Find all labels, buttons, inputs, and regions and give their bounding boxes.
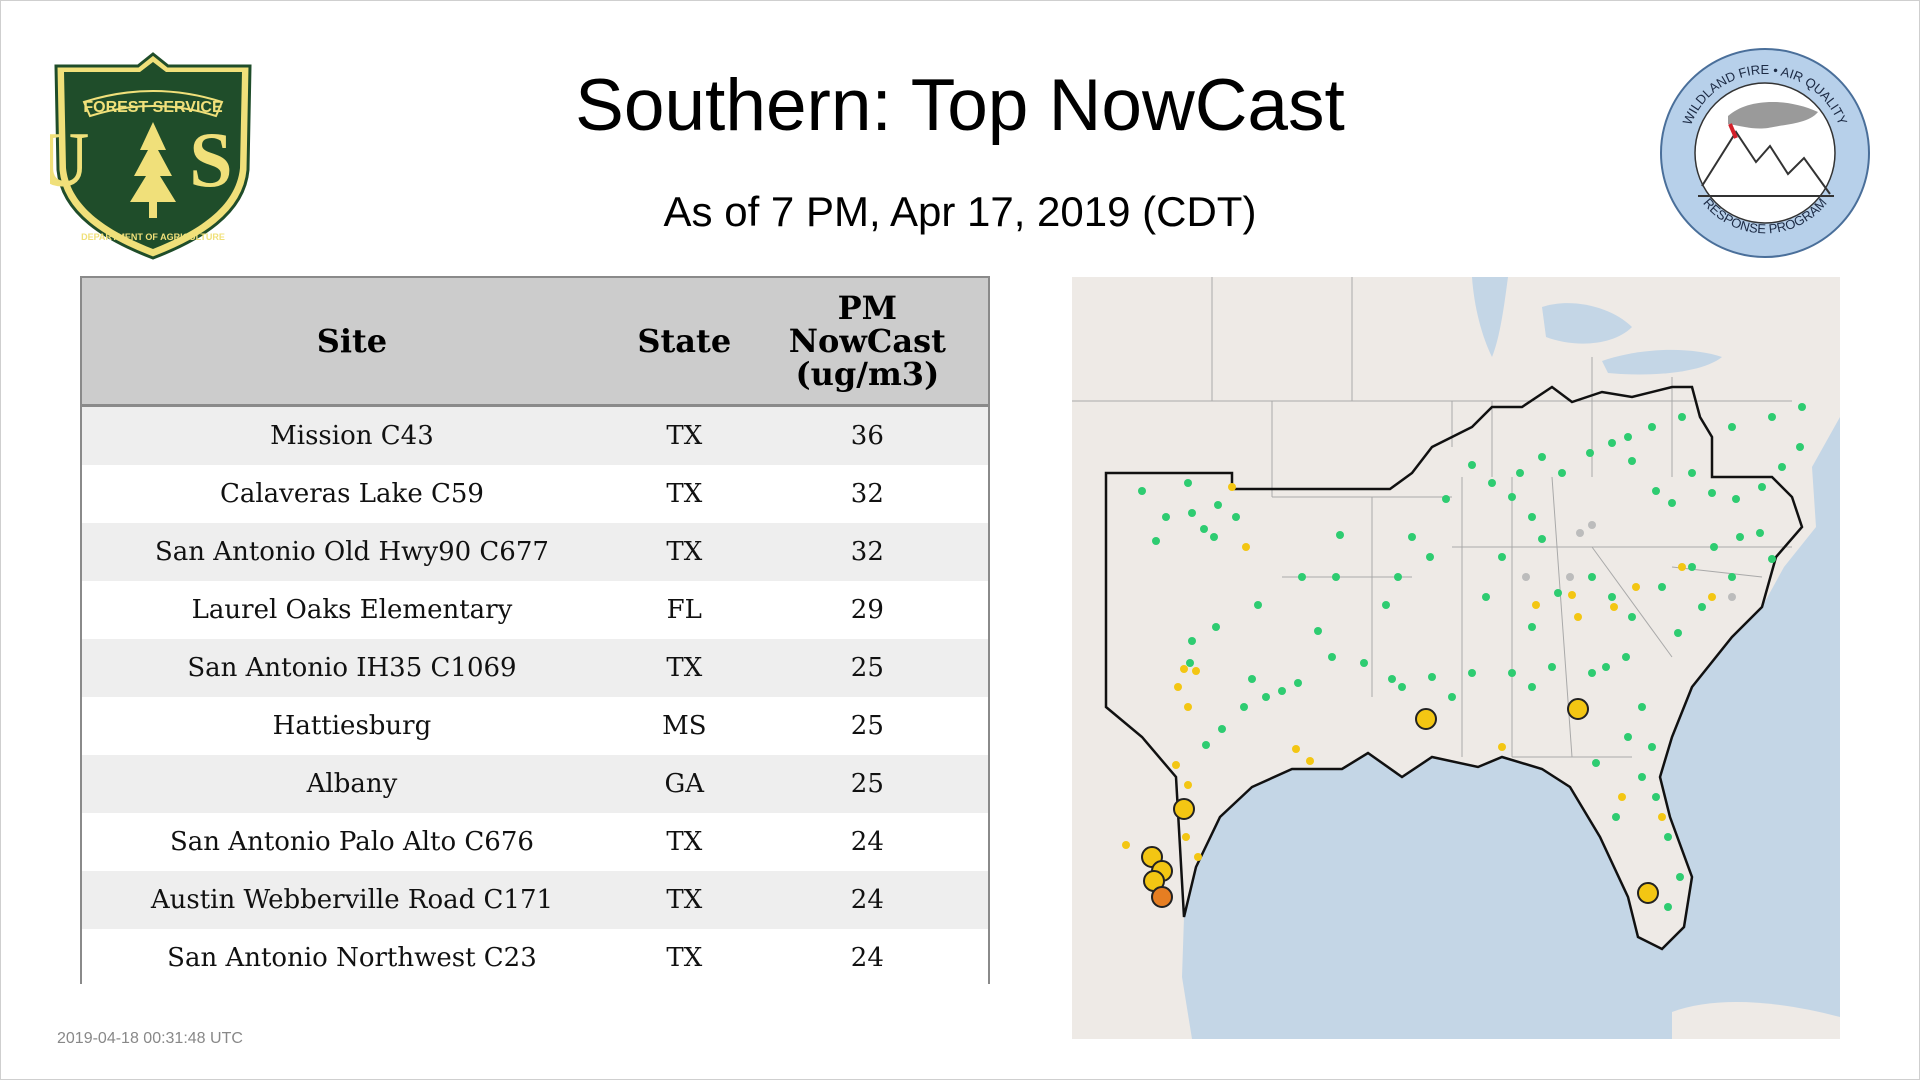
state-cell: MS [621, 697, 747, 755]
column-header-site: Site [82, 278, 622, 407]
site-cell: San Antonio Northwest C23 [82, 929, 622, 987]
column-header-pm-nowcast: PM NowCast (ug/m3) [746, 278, 988, 407]
site-cell: San Antonio Old Hwy90 C677 [82, 523, 622, 581]
table-row: Albany GA 25 [82, 755, 988, 813]
table-row: Calaveras Lake C59 TX 32 [82, 465, 988, 523]
lake-michigan [1472, 277, 1508, 357]
forest-service-logo: FOREST SERVICE U S DEPARTMENT OF AGRICUL… [50, 52, 252, 260]
wildland-fire-logo: WILDLAND FIRE • AIR QUALITY RESPONSE PRO… [1660, 48, 1870, 258]
site-cell: Calaveras Lake C59 [82, 465, 622, 523]
no-data-monitors [1522, 521, 1736, 601]
usg-monitors [1151, 886, 1173, 908]
state-cell: TX [621, 813, 747, 871]
land-area [1072, 277, 1840, 1039]
pine-tree-icon [130, 122, 176, 218]
nowcast-cell: 24 [746, 813, 988, 871]
lake-huron [1542, 303, 1632, 344]
state-cell: GA [621, 755, 747, 813]
monitor-map [1072, 277, 1840, 1039]
site-cell: Laurel Oaks Elementary [82, 581, 622, 639]
nowcast-cell: 36 [746, 405, 988, 465]
nowcast-cell: 29 [746, 581, 988, 639]
table-row: San Antonio IH35 C1069 TX 25 [82, 639, 988, 697]
cuba-landmass [1672, 1001, 1840, 1039]
state-cell: TX [621, 523, 747, 581]
nowcast-table: Site State PM NowCast (ug/m3) Mission C4… [80, 276, 990, 987]
state-cell: TX [621, 929, 747, 987]
nowcast-cell: 24 [746, 929, 988, 987]
site-cell: San Antonio IH35 C1069 [82, 639, 622, 697]
page-subtitle: As of 7 PM, Apr 17, 2019 (CDT) [663, 188, 1257, 235]
fs-top-text: FOREST SERVICE [83, 99, 223, 116]
site-cell: Hattiesburg [82, 697, 622, 755]
column-header-state: State [621, 278, 747, 407]
site-cell: Mission C43 [82, 405, 622, 465]
table-row: San Antonio Palo Alto C676 TX 24 [82, 813, 988, 871]
state-cell: TX [621, 405, 747, 465]
generated-timestamp: 2019-04-18 00:31:48 UTC [57, 1030, 243, 1047]
state-cell: FL [621, 581, 747, 639]
site-cell: Austin Webberville Road C171 [82, 871, 622, 929]
nowcast-cell: 25 [746, 755, 988, 813]
nowcast-cell: 24 [746, 871, 988, 929]
moderate-monitors [1122, 483, 1716, 904]
state-cell: TX [621, 465, 747, 523]
state-boundaries [1072, 277, 1792, 758]
smoke-mountains-icon [1698, 101, 1834, 197]
nowcast-cell: 32 [746, 465, 988, 523]
table-row: Laurel Oaks Elementary FL 29 [82, 581, 988, 639]
good-monitors [1138, 403, 1806, 911]
lake-erie [1602, 349, 1722, 375]
site-cell: Albany [82, 755, 622, 813]
nowcast-cell: 25 [746, 697, 988, 755]
table-header-row: Site State PM NowCast (ug/m3) [82, 278, 988, 407]
table-row: San Antonio Northwest C23 TX 24 [82, 929, 988, 987]
state-cell: TX [621, 639, 747, 697]
site-cell: San Antonio Palo Alto C676 [82, 813, 622, 871]
table-row: Hattiesburg MS 25 [82, 697, 988, 755]
monitor-points [1122, 403, 1806, 911]
table-row: Mission C43 TX 36 [82, 405, 988, 465]
page-title: Southern: Top NowCast [575, 65, 1345, 146]
state-cell: TX [621, 871, 747, 929]
table-row: Austin Webberville Road C171 TX 24 [82, 871, 988, 929]
fs-bottom-text: DEPARTMENT OF AGRICULTURE [81, 232, 225, 242]
nowcast-cell: 25 [746, 639, 988, 697]
southern-region-boundary [1104, 385, 1804, 951]
table-row: San Antonio Old Hwy90 C677 TX 32 [82, 523, 988, 581]
nowcast-cell: 32 [746, 523, 988, 581]
